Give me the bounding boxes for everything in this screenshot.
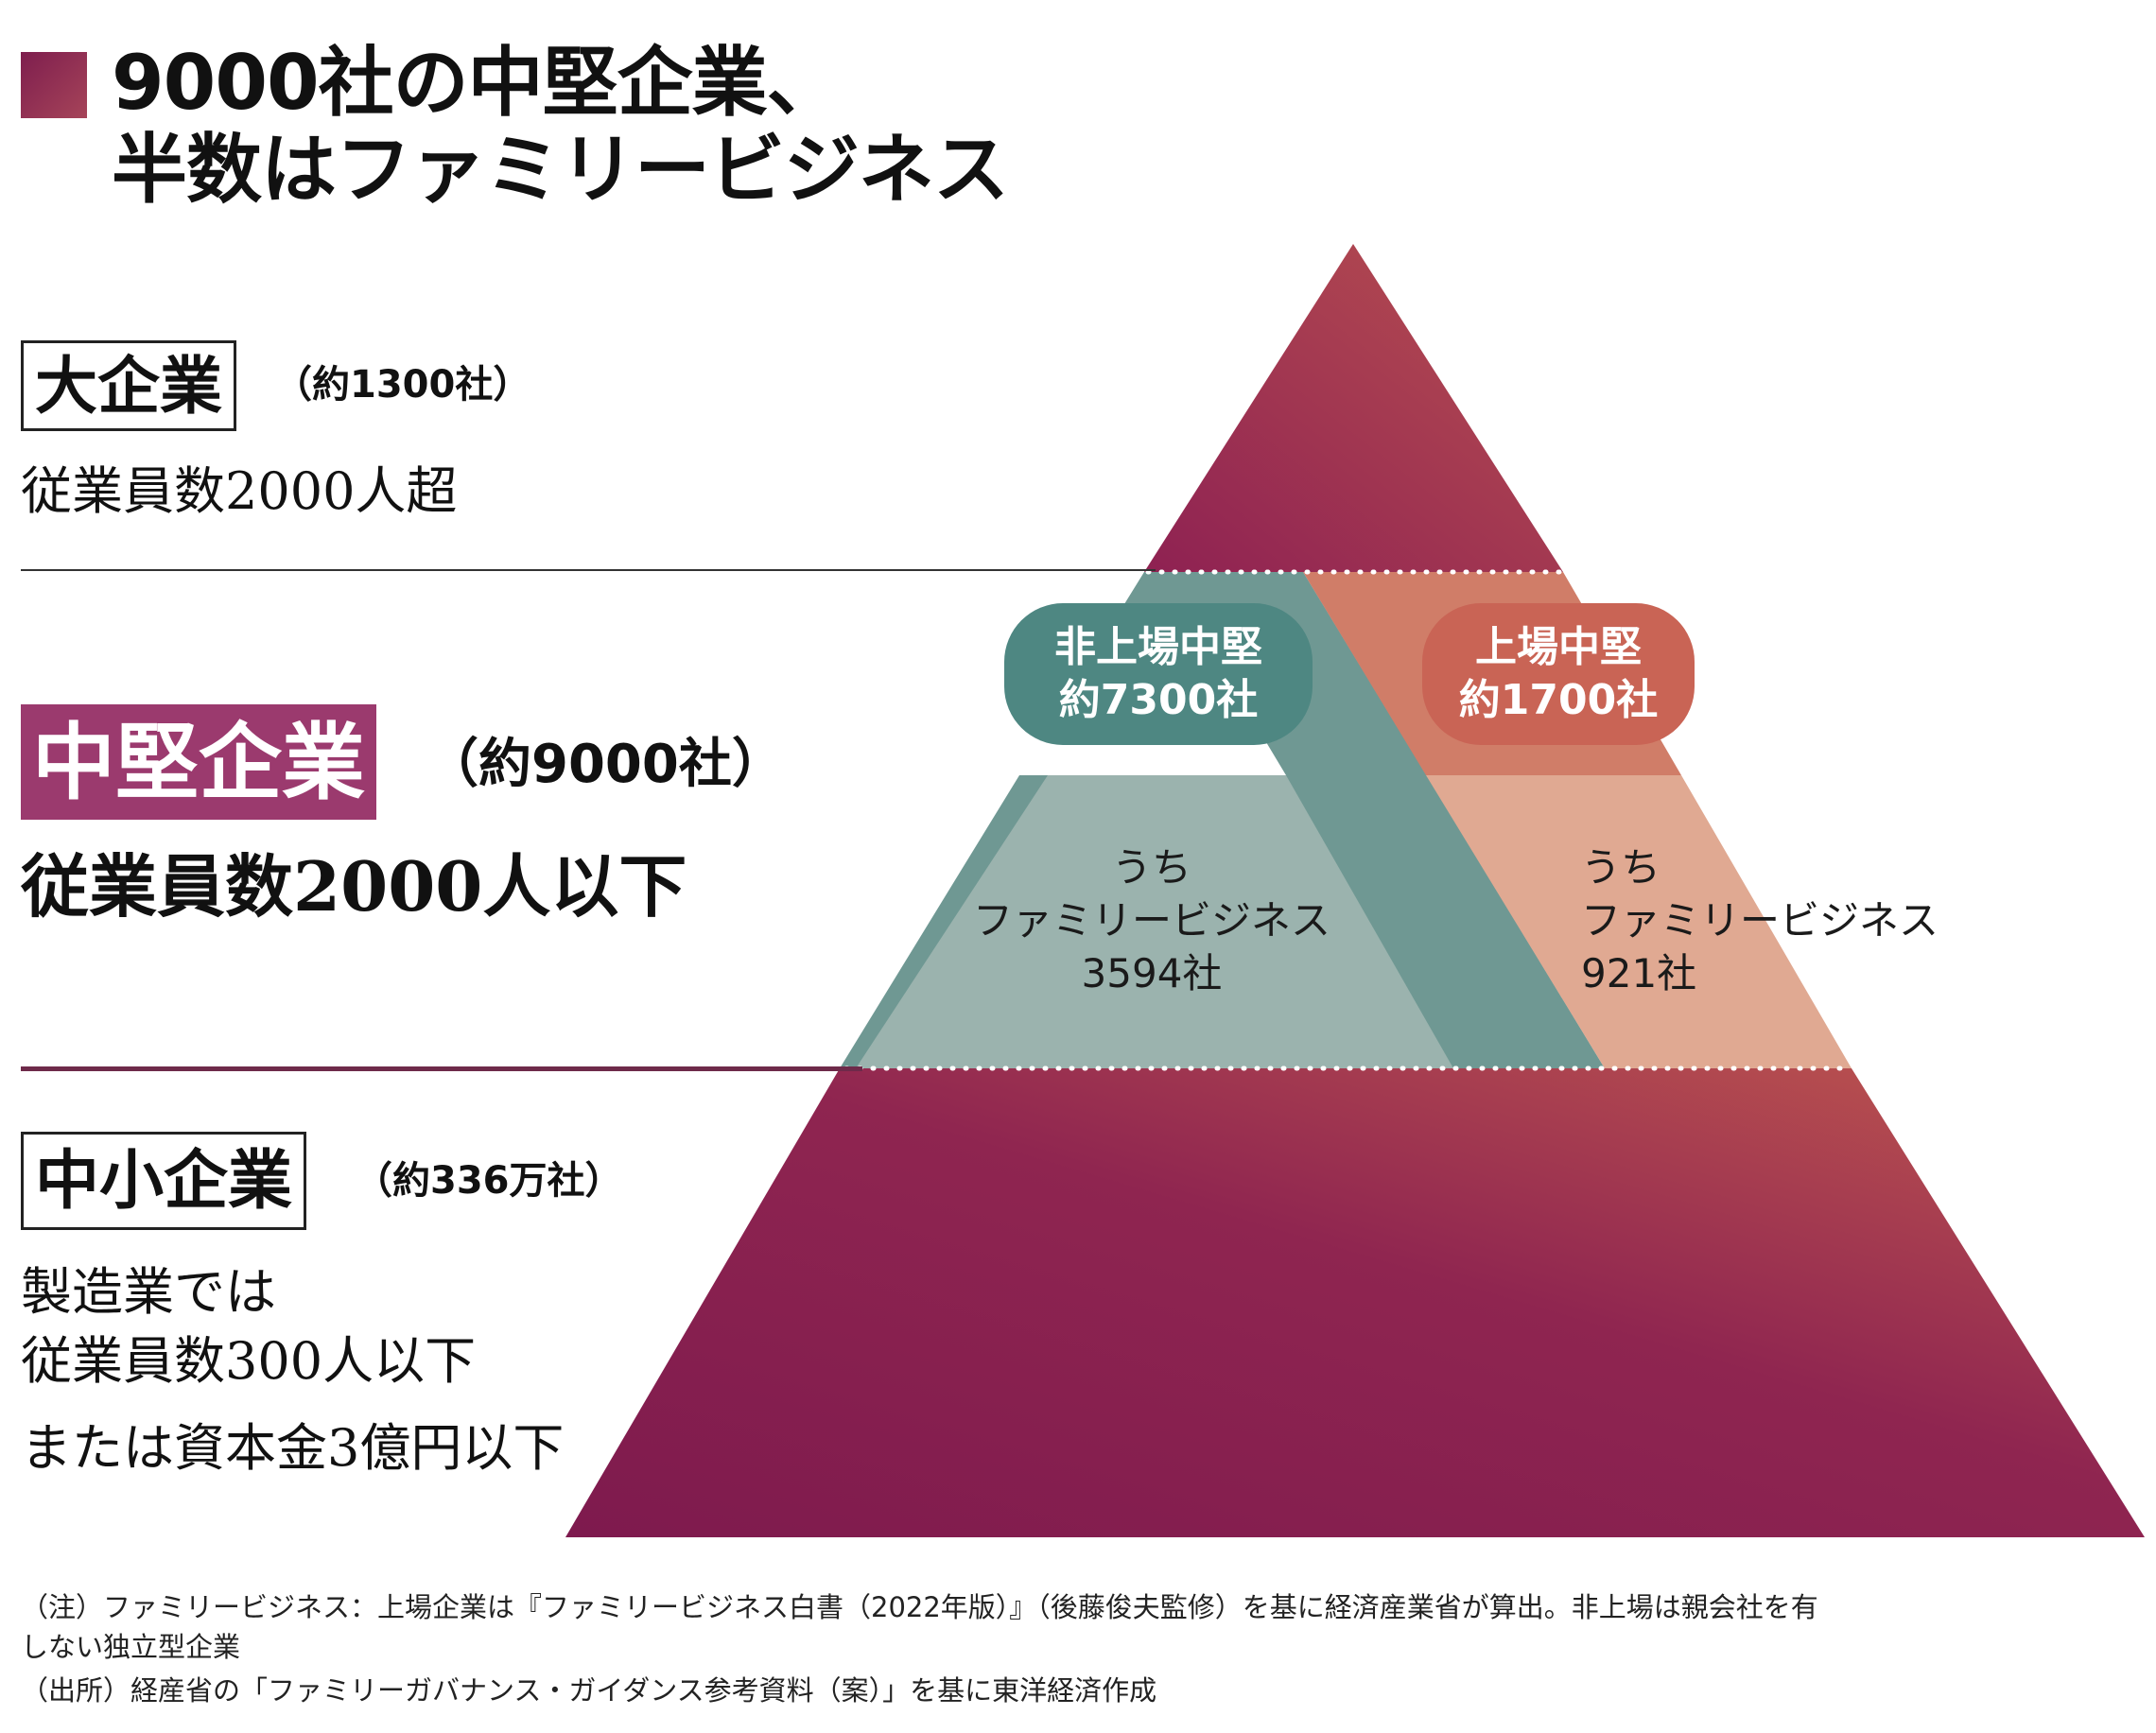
tier-mid-criteria: 従業員数2000人以下	[21, 846, 687, 927]
listed-fb-text: うち ファミリービジネス 921社	[1581, 841, 1939, 1000]
pyramid-mid-listed-fb	[1426, 775, 1852, 1068]
divider-large-mid	[21, 569, 1156, 571]
tier-large-count: （約1300社）	[274, 363, 531, 407]
tier-small-count: （約336万社）	[355, 1159, 623, 1203]
pyramid-mid-unlisted-fb	[856, 775, 1453, 1068]
unlisted-mid-count: 約7300社	[1058, 676, 1259, 724]
pyramid-bottom-small	[565, 1068, 2145, 1537]
listed-mid-pill: 上場中堅 約1700社	[1422, 603, 1695, 745]
note-line2: しない独立型企業	[21, 1631, 241, 1663]
tier-mid-count: （約9000社）	[426, 734, 785, 795]
note-line1: （注）ファミリービジネス：上場企業は『ファミリービジネス白書（2022年版）』（…	[21, 1591, 1818, 1623]
title-marker	[21, 52, 87, 118]
unlisted-fb-count: 3594社	[1081, 950, 1223, 996]
page-title-line1: 9000社の中堅企業、	[112, 39, 843, 127]
listed-fb-count: 921社	[1581, 950, 1697, 996]
tier-large-name: 大企業	[21, 340, 236, 431]
unlisted-fb-label: ファミリービジネス	[972, 897, 1330, 944]
listed-fb-label: ファミリービジネス	[1581, 897, 1939, 944]
listed-mid-count: 約1700社	[1458, 676, 1659, 724]
tier-large-criteria: 従業員数2000人超	[21, 461, 458, 521]
listed-mid-label: 上場中堅	[1475, 623, 1642, 671]
tier-small-name: 中小企業	[21, 1132, 307, 1230]
unlisted-mid-pill: 非上場中堅 約7300社	[1004, 603, 1313, 745]
tier-mid-name: 中堅企業	[21, 704, 377, 820]
tier-small-criteria-line2: 従業員数300人以下	[21, 1331, 477, 1391]
tier-small-criteria-line3: または資本金3億円以下	[21, 1418, 565, 1478]
tier-small-criteria-line1: 製造業では	[21, 1262, 276, 1322]
unlisted-fb-prefix: うち	[1111, 844, 1191, 891]
pyramid-top-large	[1144, 244, 1563, 572]
unlisted-fb-text: うち ファミリービジネス 3594社	[963, 841, 1341, 1000]
divider-mid-small	[21, 1066, 862, 1071]
page-title-line2: 半数はファミリービジネス	[112, 126, 1009, 214]
source-line: （出所）経産省の「ファミリーガバナンス・ガイダンス参考資料（案）」を基に東洋経済…	[21, 1674, 1157, 1707]
listed-fb-prefix: うち	[1581, 844, 1661, 891]
unlisted-mid-label: 非上場中堅	[1054, 623, 1262, 671]
